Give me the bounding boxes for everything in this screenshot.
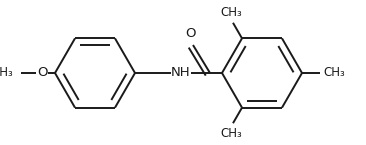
- Text: CH₃: CH₃: [220, 6, 242, 19]
- Text: CH₃: CH₃: [220, 127, 242, 140]
- Text: CH₃: CH₃: [0, 67, 13, 79]
- Text: NH: NH: [171, 67, 191, 79]
- Text: O: O: [37, 67, 47, 79]
- Text: CH₃: CH₃: [323, 67, 345, 79]
- Text: O: O: [186, 27, 196, 40]
